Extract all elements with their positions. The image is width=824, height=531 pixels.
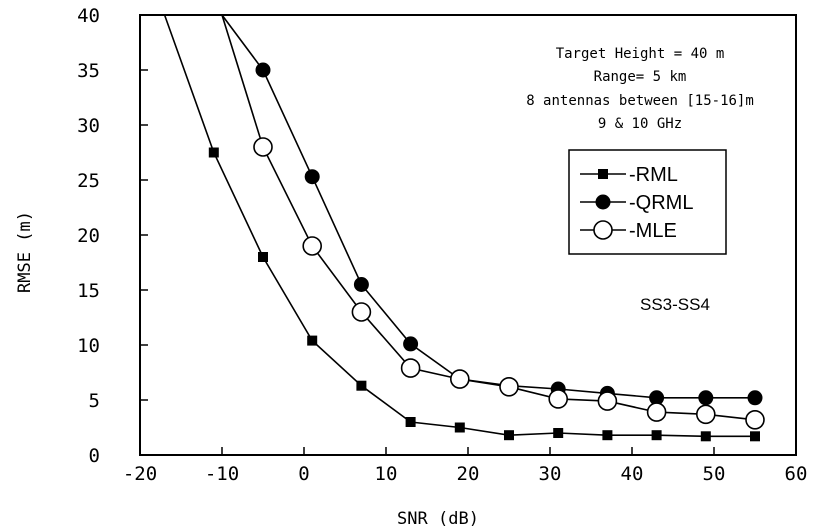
rml-marker xyxy=(504,430,514,441)
legend-entry-mle: -MLE xyxy=(580,220,677,242)
x-tick-label: -20 xyxy=(123,463,157,485)
annotation-block: Target Height = 40 m Range= 5 km 8 anten… xyxy=(526,46,754,132)
y-tick-label: 25 xyxy=(77,170,100,192)
condition-tag: SS3-SS4 xyxy=(640,295,710,314)
x-tick-label: 60 xyxy=(785,463,808,485)
rml-marker xyxy=(553,428,564,438)
mle-marker xyxy=(646,402,667,422)
series-mle xyxy=(221,14,765,430)
legend-label: -RML xyxy=(629,164,678,186)
y-tick-label: 20 xyxy=(77,225,100,247)
rml-marker xyxy=(405,417,416,427)
rml-marker xyxy=(454,422,465,433)
qrml-marker xyxy=(255,62,271,78)
rml-marker xyxy=(602,430,613,441)
mle-marker xyxy=(548,389,569,409)
y-tick-label: 15 xyxy=(77,280,100,302)
y-tick-label: 5 xyxy=(89,390,100,412)
axes xyxy=(139,14,797,456)
mle-marker xyxy=(253,137,273,157)
legend-entries: -RML -QRML -MLE xyxy=(580,164,693,242)
legend-entry-qrml: -QRML xyxy=(580,192,693,214)
rml-marker xyxy=(750,431,760,442)
y-tick-label: 10 xyxy=(77,335,100,357)
y-tick-label: 0 xyxy=(89,445,100,467)
qrml-marker xyxy=(403,336,419,352)
qrml-marker xyxy=(304,169,320,185)
y-tick-label: 40 xyxy=(77,5,100,27)
x-tick-label: -10 xyxy=(205,463,239,485)
legend-entry-rml: -RML xyxy=(580,164,678,186)
x-tick-labels: -20 -10 0 10 20 30 40 50 60 xyxy=(123,463,808,485)
y-tick-label: 30 xyxy=(77,115,100,137)
rml-marker xyxy=(651,430,662,441)
qrml-marker xyxy=(353,277,369,292)
rml-marker xyxy=(208,147,219,158)
rml-marker xyxy=(258,252,268,262)
series-layer xyxy=(163,14,765,442)
legend-label: -MLE xyxy=(629,220,677,242)
mle-marker xyxy=(302,236,323,256)
annotation-line-1: Target Height = 40 m xyxy=(556,46,725,62)
qrml-marker xyxy=(747,390,763,406)
legend-label: -QRML xyxy=(629,192,693,214)
x-tick-label: 0 xyxy=(298,463,309,485)
x-axis-title: SNR (dB) xyxy=(397,509,479,529)
x-tick-label: 50 xyxy=(703,463,726,485)
y-tick-labels: 0 5 10 15 20 25 30 35 40 xyxy=(77,5,100,467)
qrml-marker xyxy=(649,390,665,406)
rml-marker xyxy=(307,335,318,346)
y-axis-title: RMSE (m) xyxy=(15,211,35,293)
annotation-line-3: 8 antennas between [15-16]m xyxy=(526,93,754,109)
y-tick-label: 35 xyxy=(77,60,100,82)
qrml-marker xyxy=(595,194,611,210)
annotation-line-2: Range= 5 km xyxy=(594,69,687,85)
mle-marker xyxy=(351,302,372,322)
qrml-marker xyxy=(698,390,714,406)
mle-marker xyxy=(400,358,421,378)
x-tick-label: 10 xyxy=(375,463,398,485)
mle-marker xyxy=(695,404,716,425)
annotation-line-4: 9 & 10 GHz xyxy=(598,116,682,132)
rml-marker xyxy=(356,380,367,391)
legend: -RML -QRML -MLE xyxy=(568,149,727,255)
x-tick-label: 20 xyxy=(457,463,480,485)
x-tick-label: 30 xyxy=(539,463,562,485)
series-rml xyxy=(163,14,760,442)
rml-marker xyxy=(598,169,608,179)
mle-marker xyxy=(499,376,519,397)
mle-marker xyxy=(745,409,765,430)
x-tick-label: 40 xyxy=(621,463,644,485)
rml-marker xyxy=(700,431,711,442)
mle-marker xyxy=(597,391,618,411)
mle-marker xyxy=(449,369,470,389)
mle-marker xyxy=(593,220,613,240)
